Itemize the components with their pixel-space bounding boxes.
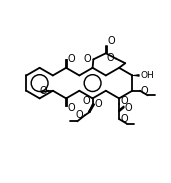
Text: O: O — [83, 54, 91, 64]
Text: O: O — [76, 110, 83, 120]
Polygon shape — [132, 74, 139, 76]
Text: O: O — [107, 53, 115, 63]
Text: O: O — [120, 96, 128, 107]
Text: O: O — [141, 86, 148, 96]
Text: O: O — [95, 100, 103, 109]
Text: O: O — [120, 114, 128, 124]
Text: O: O — [124, 102, 132, 113]
Text: O: O — [108, 36, 115, 46]
Text: O: O — [68, 102, 75, 113]
Text: O: O — [68, 54, 75, 64]
Text: O: O — [83, 96, 90, 107]
Text: OH: OH — [141, 71, 154, 80]
Text: O: O — [40, 86, 47, 96]
